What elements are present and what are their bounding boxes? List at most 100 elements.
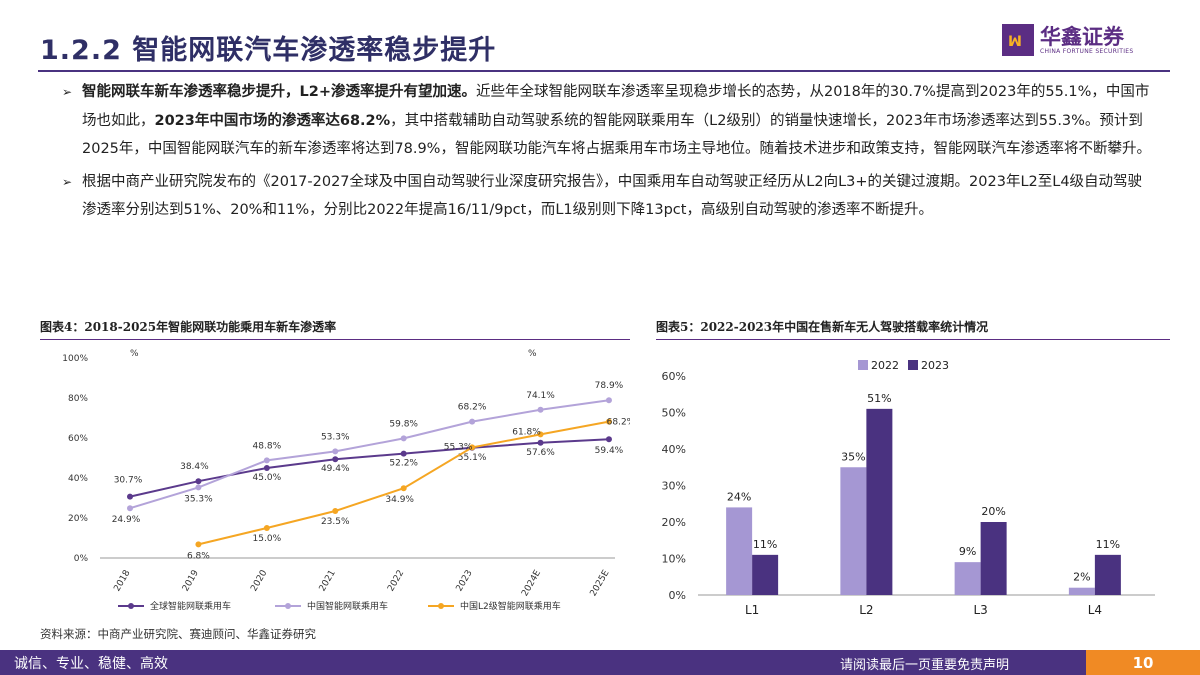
data-point-0: [195, 478, 202, 485]
data-label: 68.2%: [458, 403, 487, 413]
data-label: 48.8%: [253, 441, 282, 451]
data-source: 资料来源：中商产业研究院、赛迪顾问、华鑫证券研究: [40, 627, 316, 641]
bar-value-label: 11%: [753, 538, 777, 551]
bullet-1-text-b: ，其中搭载辅助自动驾驶系统的智能网联乘用车（L2级别）的销量快速增长，2023年…: [82, 112, 1151, 158]
data-point-1: [469, 418, 476, 425]
data-label: 35.3%: [184, 494, 213, 504]
y-tick-label: 10%: [662, 553, 686, 566]
data-point-0: [263, 465, 270, 471]
footer-slogan: 诚信、专业、稳健、高效: [14, 656, 168, 672]
data-point-0: [332, 456, 339, 463]
page-title: 1.2.2 智能网联汽车渗透率稳步提升: [40, 35, 497, 66]
x-tick-label: 2018: [112, 568, 132, 593]
bar-2022-L1: [726, 507, 753, 595]
bar-value-label: 24%: [727, 490, 751, 503]
bullet-1-text-a: 近些年全球智能网联车渗透率呈现稳步增长的态势，从2018年的30.7%提高到20…: [82, 84, 1150, 129]
figure-5-title: 图表5：2022-2023年中国在售新车无人驾驶搭载率统计情况: [656, 320, 989, 334]
bar-value-label: 2%: [1073, 571, 1090, 584]
logo-english-name: CHINA FORTUNE SECURITIES: [1040, 47, 1134, 55]
logo-mark-icon: ꟽ: [1002, 24, 1034, 56]
bar-value-label: 9%: [959, 545, 976, 558]
legend-marker-0: [128, 603, 134, 609]
data-point-1: [263, 457, 270, 464]
x-tick-label: L1: [745, 603, 759, 617]
legend-swatch-2023: [908, 360, 918, 370]
data-point-1: [400, 435, 407, 442]
bar-chart-autonomous-rate: 0% 10% 20% 30% 40% 50% 60% 24% 11% L1 35% 51% L2 9% 20…: [662, 359, 1155, 617]
bar-2022-L2: [840, 467, 867, 595]
data-point-0: [400, 450, 407, 457]
y-tick-label: 60%: [68, 434, 88, 444]
bar-2022-L3: [954, 562, 981, 595]
data-label: 52.2%: [389, 459, 418, 469]
bar-2022-L4: [1068, 587, 1095, 595]
bullet-paragraph-1: ➢ 智能网联车新车渗透率稳步提升，L2+渗透率提升有望加速。近些年全球智能网联车…: [62, 78, 1152, 164]
data-label: 24.9%: [112, 515, 141, 525]
line-chart-penetration: % % 0% 20% 40% 60% 80% 100% 2018 2019 2020 2021 20…: [62, 349, 630, 612]
x-tick-label: L4: [1088, 603, 1102, 617]
data-label: 68.2%: [607, 418, 630, 428]
figure-4-title: 图表4：2018-2025年智能网联功能乘用车新车渗透率: [40, 320, 337, 334]
footer-disclaimer: 请阅读最后一页重要免责声明: [840, 658, 1010, 673]
data-point-2: [195, 541, 202, 548]
y-tick-label: 60%: [662, 370, 686, 383]
data-point-2: [605, 418, 612, 425]
data-point-1: [332, 448, 339, 455]
bullet-paragraph-2: ➢ 根据中商产业研究院发布的《2017-2027全球及中国自动驾驶行业深度研究报…: [62, 168, 1152, 225]
data-label: 61.8%: [512, 427, 541, 437]
x-tick-label: L2: [859, 603, 873, 617]
data-point-1: [195, 484, 202, 491]
legend-marker-1: [285, 603, 291, 609]
data-point-0: [537, 439, 544, 446]
y-tick-label: 40%: [68, 474, 88, 484]
y-tick-label: 40%: [662, 443, 686, 456]
x-tick-label: 2020: [249, 568, 269, 593]
legend-marker-2: [438, 603, 444, 609]
data-label: 6.8%: [187, 551, 210, 561]
y-tick-label: 20%: [68, 514, 88, 524]
data-label: 15.0%: [253, 534, 282, 544]
x-tick-label: 2019: [181, 568, 201, 593]
bar-2023-L2: [866, 408, 893, 595]
data-point-1: [605, 397, 612, 404]
legend-swatch-2022: [858, 360, 868, 370]
data-label: 34.9%: [385, 495, 414, 505]
legend-label: 2023: [921, 359, 949, 372]
figure-4-title-rule: [40, 339, 630, 340]
legend-label: 全球智能网联乘用车: [150, 600, 231, 612]
legend-label: 中国智能网联乘用车: [307, 600, 388, 612]
data-label: 49.4%: [321, 464, 350, 474]
x-tick-label: 2021: [318, 569, 338, 594]
data-label: 38.4%: [180, 462, 209, 472]
y-tick-label: 0%: [74, 554, 89, 564]
y-tick-label: 50%: [662, 407, 686, 420]
bar-2023-L1: [752, 554, 779, 595]
y-tick-label: 100%: [62, 354, 88, 364]
figure-5-title-rule: [656, 339, 1170, 340]
legend-label: 2022: [871, 359, 899, 372]
bullet-list: ➢ 智能网联车新车渗透率稳步提升，L2+渗透率提升有望加速。近些年全球智能网联车…: [62, 78, 1152, 225]
bar-2023-L4: [1094, 554, 1121, 595]
data-point-1: [537, 406, 544, 413]
y-unit-left: %: [130, 349, 139, 359]
data-label: 55.3%: [444, 442, 473, 452]
data-point-2: [332, 508, 339, 514]
data-label: 57.6%: [526, 448, 555, 458]
data-point-2: [263, 525, 270, 531]
y-unit-right: %: [528, 349, 537, 359]
data-label: 45.0%: [253, 473, 282, 483]
y-tick-label: 30%: [662, 480, 686, 493]
data-label: 59.4%: [595, 446, 624, 456]
data-label: 30.7%: [114, 476, 143, 486]
data-point-1: [127, 505, 133, 512]
logo-chinese-name: 华鑫证券: [1040, 24, 1124, 49]
series-line-1: [129, 399, 610, 510]
bar-value-label: 11%: [1096, 538, 1120, 551]
title-divider: [38, 70, 1170, 72]
data-point-2: [400, 485, 407, 492]
data-point-0: [127, 493, 133, 500]
data-label: 23.5%: [321, 517, 350, 527]
bar-2023-L3: [980, 522, 1007, 595]
arrow-bullet-icon: ➢: [62, 174, 73, 189]
x-tick-label: L3: [973, 603, 987, 617]
